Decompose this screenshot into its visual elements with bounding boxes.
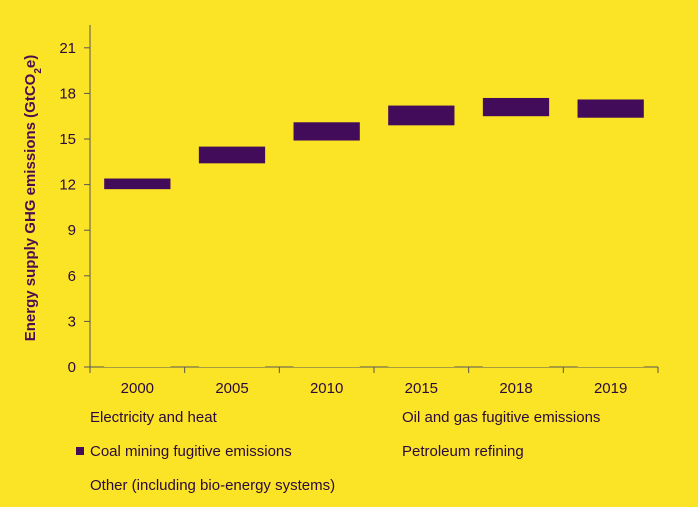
x-tick-label: 2010 (310, 380, 343, 397)
legend-item-coal-mining-fugitive: Coal mining fugitive emissions (76, 443, 292, 460)
legend-item-other: Other (including bio-energy systems) (90, 477, 335, 494)
y-tick-label: 3 (68, 313, 76, 330)
legend-item-oil-gas-fugitive: Oil and gas fugitive emissions (402, 409, 600, 426)
bar-coal-mining-fugitive-emissions-2010 (293, 122, 360, 141)
x-tick-label: 2015 (405, 380, 438, 397)
y-tick-label: 15 (59, 131, 76, 148)
bar-electricity-and-heat-2015 (388, 125, 455, 367)
x-tick-label: 2000 (121, 380, 154, 397)
bar-coal-mining-fugitive-emissions-2000 (104, 178, 171, 190)
bar-electricity-and-heat-2000 (104, 189, 171, 367)
bar-electricity-and-heat-2005 (198, 163, 266, 367)
bar-electricity-and-heat-2010 (293, 140, 360, 367)
bar-coal-mining-fugitive-emissions-2018 (482, 97, 550, 117)
x-axis: 2000 2005 2010 2015 2018 2019 (89, 366, 659, 397)
bar-coal-mining-fugitive-emissions-2005 (198, 146, 266, 164)
bars (104, 97, 644, 367)
y-tick-label: 12 (59, 177, 76, 194)
legend-swatch (76, 447, 84, 455)
y-tick-label: 6 (68, 268, 76, 285)
y-tick-label: 9 (68, 222, 76, 239)
y-tick-label: 21 (59, 40, 76, 57)
legend-label: Coal mining fugitive emissions (90, 443, 292, 460)
legend-label: Oil and gas fugitive emissions (402, 409, 601, 426)
legend-label: Electricity and heat (90, 409, 217, 426)
bar-coal-mining-fugitive-emissions-2015 (388, 105, 455, 126)
y-axis: 0 3 6 9 12 15 18 21 (59, 25, 91, 376)
legend-item-electricity-heat: Electricity and heat (90, 409, 217, 426)
y-tick-label: 0 (68, 359, 76, 376)
legend-item-petroleum-refining: Petroleum refining (402, 443, 524, 460)
bar-electricity-and-heat-2019 (577, 117, 644, 367)
x-tick-label: 2005 (215, 380, 248, 397)
legend-label: Petroleum refining (402, 443, 524, 460)
bar-electricity-and-heat-2018 (482, 116, 550, 367)
bar-coal-mining-fugitive-emissions-2019 (577, 99, 644, 118)
x-tick-label: 2019 (594, 380, 627, 397)
x-tick-label: 2018 (499, 380, 532, 397)
legend-label: Other (including bio-energy systems) (90, 477, 336, 494)
y-axis-title: Energy supply GHG emissions (GtCO2e) (22, 55, 44, 341)
y-tick-label: 18 (59, 85, 76, 102)
